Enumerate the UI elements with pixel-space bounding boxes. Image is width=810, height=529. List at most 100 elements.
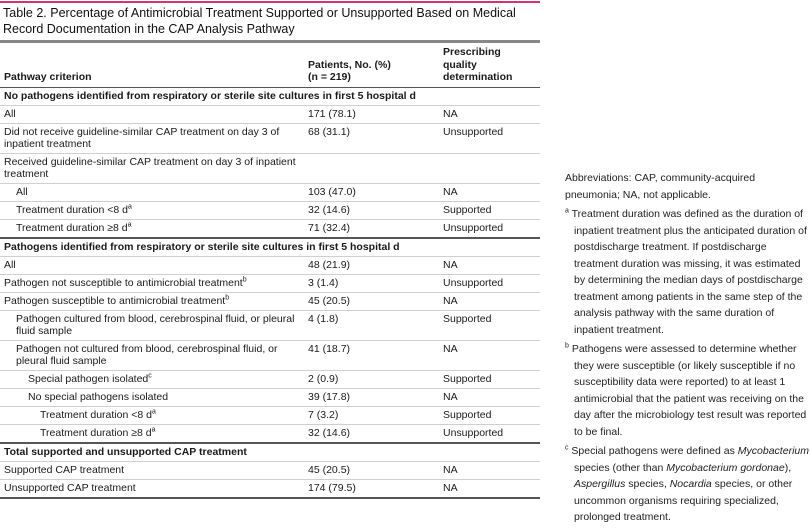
patients-cell: 45 (20.5): [304, 461, 439, 480]
patients-cell: 39 (17.8): [304, 388, 439, 407]
patients-cell: 171 (78.1): [304, 105, 439, 124]
determination-cell: Unsupported: [439, 123, 540, 154]
pathway-criterion-cell: Pathogens identified from respiratory or…: [0, 237, 540, 257]
footnote-c-italic: Mycobacterium: [737, 445, 809, 457]
header-determination: Prescribing quality determination: [439, 40, 540, 88]
criterion-label: Pathogen not cultured from blood, cerebr…: [16, 342, 278, 368]
patients-cell: 45 (20.5): [304, 292, 439, 311]
footnote-c-italic: Aspergillus: [574, 478, 626, 490]
table-row: Treatment duration <8 da 7 (3.2) Supported: [0, 406, 540, 425]
criterion-label: Total supported and unsupported CAP trea…: [4, 445, 247, 458]
table-title: Table 2. Percentage of Antimicrobial Tre…: [3, 6, 516, 36]
footnote-a-mark: a: [565, 207, 569, 215]
footnote-marker: b: [242, 276, 247, 283]
pathway-criterion-cell: No special pathogens isolated: [0, 388, 304, 407]
accent-rule: [0, 1, 540, 3]
criterion-label: Supported CAP treatment: [4, 463, 125, 476]
criterion-label: Treatment duration <8 d: [16, 203, 128, 216]
criterion-label: Treatment duration ≥8 d: [16, 221, 128, 234]
patients-cell: 71 (32.4): [304, 219, 439, 239]
determination-cell: Unsupported: [439, 424, 540, 444]
footnote-marker: b: [225, 294, 230, 301]
footnote-b-text: Pathogens were assessed to determine whe…: [571, 343, 807, 438]
table-row: Treatment duration ≥8 da 71 (32.4) Unsuppo…: [0, 219, 540, 239]
table-row: Supported CAP treatment 45 (20.5) NA: [0, 461, 540, 480]
pathway-criterion-cell: Treatment duration ≥8 da: [0, 424, 304, 444]
pathway-criterion-cell: Did not receive guideline-similar CAP tr…: [0, 123, 304, 154]
pathway-criterion-cell: No pathogens identified from respiratory…: [0, 87, 540, 106]
footnote-marker: a: [127, 203, 132, 210]
section-header-row: Total supported and unsupported CAP trea…: [0, 442, 540, 462]
criterion-label: Pathogens identified from respiratory or…: [4, 240, 400, 253]
patients-cell: [304, 153, 439, 184]
table-row: All 48 (21.9) NA: [0, 256, 540, 275]
footnote-c-text: species,: [625, 478, 670, 490]
header-determination-line1: Prescribing quality: [443, 46, 501, 71]
footnote-marker: a: [151, 426, 156, 433]
table-footnotes: Abbreviations: CAP, community-acquired p…: [565, 170, 810, 529]
determination-cell: Supported: [439, 406, 540, 425]
determination-cell: NA: [439, 183, 540, 202]
table-row: Pathogen susceptible to antimicrobial tr…: [0, 292, 540, 311]
table-row: Pathogen cultured from blood, cerebrospi…: [0, 310, 540, 341]
patients-cell: 32 (14.6): [304, 424, 439, 444]
footnote-c-text: species (other than: [574, 461, 667, 474]
table-row: Received guideline-similar CAP treatment…: [0, 153, 540, 184]
pathway-criterion-cell: Treatment duration <8 da: [0, 201, 304, 220]
patients-cell: 41 (18.7): [304, 340, 439, 371]
patients-cell: 68 (31.1): [304, 123, 439, 154]
pathway-criterion-cell: Treatment duration ≥8 da: [0, 219, 304, 239]
footnote-c-text: Special pathogens were defined as: [571, 445, 738, 457]
header-determination-line2: determination: [443, 71, 513, 83]
table-row: Treatment duration ≥8 da 32 (14.6) Unsuppo…: [0, 424, 540, 444]
criterion-label: All: [4, 107, 16, 120]
header-patients-line2: (n = 219): [308, 71, 351, 83]
table-row: Unsupported CAP treatment 174 (79.5) NA: [0, 479, 540, 499]
table-row: All 171 (78.1) NA: [0, 105, 540, 124]
header-patients-line1: Patients, No. (%): [308, 58, 391, 71]
pathway-criterion-cell: Special pathogen isolatedc: [0, 370, 304, 389]
table-row: Pathogen not cultured from blood, cerebr…: [0, 340, 540, 371]
results-table: Pathway criterion Patients, No. (%) (n = …: [0, 40, 540, 499]
determination-cell: NA: [439, 105, 540, 124]
footnote-a: a Treatment duration was defined as the …: [565, 206, 810, 338]
criterion-label: All: [16, 185, 28, 198]
patients-cell: 32 (14.6): [304, 201, 439, 220]
pathway-criterion-cell: Received guideline-similar CAP treatment…: [0, 153, 304, 184]
criterion-label: Received guideline-similar CAP treatment…: [4, 155, 296, 181]
determination-cell: Supported: [439, 310, 540, 341]
table-row: Did not receive guideline-similar CAP tr…: [0, 123, 540, 154]
abbreviations-note: Abbreviations: CAP, community-acquired p…: [565, 172, 756, 201]
patients-cell: 48 (21.9): [304, 256, 439, 275]
determination-cell: Supported: [439, 370, 540, 389]
header-row: Pathway criterion Patients, No. (%) (n = …: [0, 40, 540, 88]
determination-cell: NA: [439, 256, 540, 275]
patients-cell: 7 (3.2): [304, 406, 439, 425]
section-header-row: Pathogens identified from respiratory or…: [0, 237, 540, 257]
criterion-label: Pathogen susceptible to antimicrobial tr…: [4, 294, 226, 307]
determination-cell: NA: [439, 388, 540, 407]
criterion-label: No pathogens identified from respiratory…: [4, 89, 416, 102]
pathway-criterion-cell: Pathogen not susceptible to antimicrobia…: [0, 274, 304, 293]
patients-cell: 103 (47.0): [304, 183, 439, 202]
criterion-label: No special pathogens isolated: [28, 390, 169, 403]
table-row: No special pathogens isolated 39 (17.8) NA: [0, 388, 540, 407]
footnote-marker: a: [127, 221, 132, 228]
criterion-label: All: [4, 258, 16, 271]
determination-cell: Unsupported: [439, 219, 540, 239]
determination-cell: Unsupported: [439, 274, 540, 293]
footnote-a-text: Treatment duration was defined as the du…: [571, 208, 807, 336]
footnote-c-italic: Mycobacterium gordonae: [666, 461, 785, 474]
criterion-label: Special pathogen isolated: [28, 372, 149, 385]
criterion-label: Did not receive guideline-similar CAP tr…: [4, 125, 280, 151]
footnote-c-mark: c: [565, 444, 569, 452]
footnote-c: c Special pathogens were defined as Myco…: [565, 443, 810, 526]
pathway-criterion-cell: Unsupported CAP treatment: [0, 479, 304, 499]
patients-cell: 4 (1.8): [304, 310, 439, 341]
criterion-label: Treatment duration ≥8 d: [40, 426, 152, 439]
footnote-marker: c: [148, 372, 152, 379]
table-row: All 103 (47.0) NA: [0, 183, 540, 202]
table-row: Special pathogen isolatedc 2 (0.9) Support…: [0, 370, 540, 389]
patients-cell: 3 (1.4): [304, 274, 439, 293]
criterion-label: Unsupported CAP treatment: [4, 481, 136, 494]
